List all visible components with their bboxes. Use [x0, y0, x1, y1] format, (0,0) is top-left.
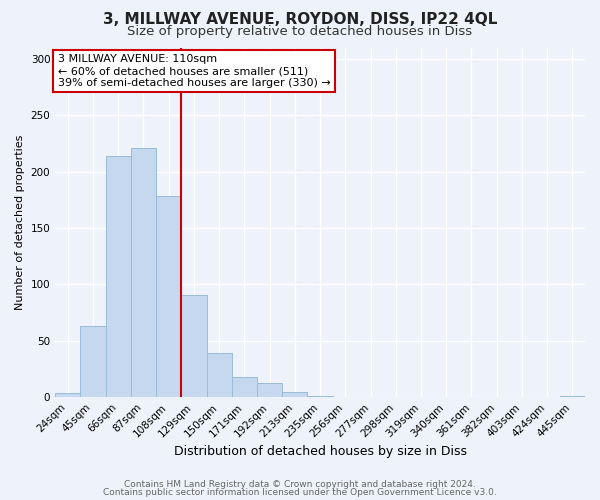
Bar — [307, 396, 332, 397]
Bar — [232, 377, 257, 397]
Text: Contains HM Land Registry data © Crown copyright and database right 2024.: Contains HM Land Registry data © Crown c… — [124, 480, 476, 489]
Bar — [106, 156, 131, 397]
Text: 3, MILLWAY AVENUE, ROYDON, DISS, IP22 4QL: 3, MILLWAY AVENUE, ROYDON, DISS, IP22 4Q… — [103, 12, 497, 28]
X-axis label: Distribution of detached houses by size in Diss: Distribution of detached houses by size … — [173, 444, 467, 458]
Text: Contains public sector information licensed under the Open Government Licence v3: Contains public sector information licen… — [103, 488, 497, 497]
Bar — [80, 326, 106, 397]
Bar — [282, 392, 307, 397]
Y-axis label: Number of detached properties: Number of detached properties — [15, 134, 25, 310]
Bar — [55, 392, 80, 397]
Bar — [206, 353, 232, 397]
Text: 3 MILLWAY AVENUE: 110sqm
← 60% of detached houses are smaller (511)
39% of semi-: 3 MILLWAY AVENUE: 110sqm ← 60% of detach… — [58, 54, 331, 88]
Bar — [156, 196, 181, 397]
Bar — [257, 382, 282, 397]
Bar — [560, 396, 585, 397]
Bar — [131, 148, 156, 397]
Text: Size of property relative to detached houses in Diss: Size of property relative to detached ho… — [127, 25, 473, 38]
Bar — [181, 294, 206, 397]
